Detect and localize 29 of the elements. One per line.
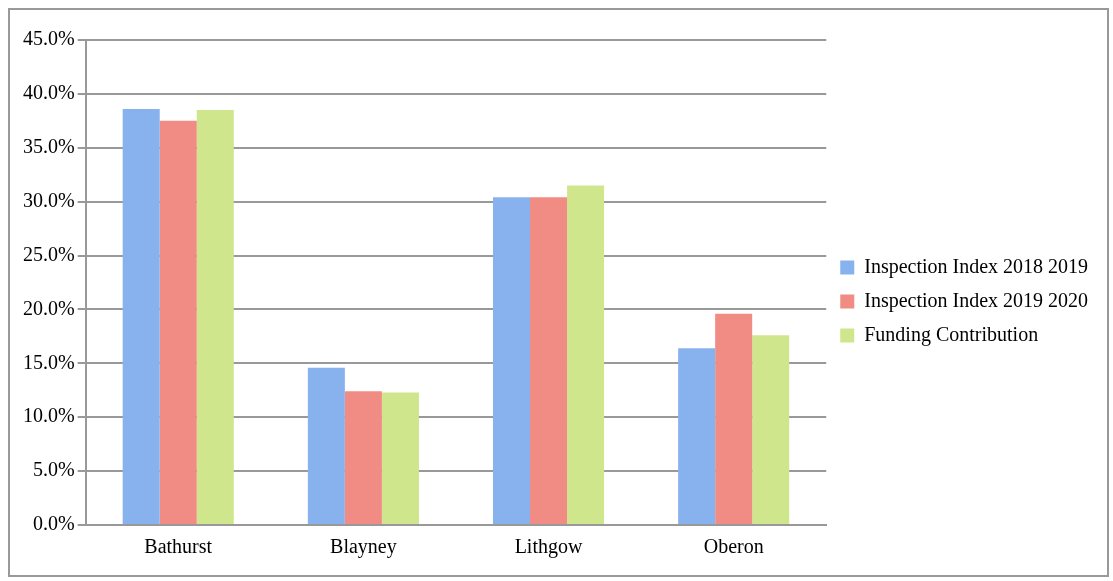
y-tick-label: 30.0% <box>22 188 75 211</box>
y-tick-label: 25.0% <box>22 242 75 265</box>
y-tick-label: 40.0% <box>22 81 75 104</box>
x-tick-label: Blayney <box>330 535 397 559</box>
bar <box>307 367 345 524</box>
bar <box>122 108 160 524</box>
bar <box>715 313 753 524</box>
bar <box>381 392 419 524</box>
y-tick-label: 45.0% <box>22 27 75 50</box>
x-tick-label: Bathurst <box>144 535 213 558</box>
bar <box>530 197 568 524</box>
y-tick-label: 5.0% <box>32 458 75 481</box>
bar <box>492 197 531 524</box>
y-tick-label: 0.0% <box>32 512 75 535</box>
x-tick-label: Lithgow <box>514 535 583 559</box>
bar <box>159 120 197 524</box>
bar <box>567 185 605 524</box>
legend-label: Inspection Index 2019 2020 <box>864 288 1089 312</box>
bar <box>752 335 790 524</box>
bar <box>344 391 382 524</box>
bar <box>196 110 234 524</box>
y-tick-label: 20.0% <box>22 296 75 319</box>
y-tick-label: 10.0% <box>22 404 75 427</box>
x-tick-label: Oberon <box>703 535 764 558</box>
y-tick-label: 35.0% <box>22 135 75 158</box>
legend-label: Funding Contribution <box>864 322 1039 346</box>
y-tick-label: 15.0% <box>22 350 75 373</box>
bar <box>678 348 716 524</box>
legend-label: Inspection Index 2018 2019 <box>864 254 1089 278</box>
